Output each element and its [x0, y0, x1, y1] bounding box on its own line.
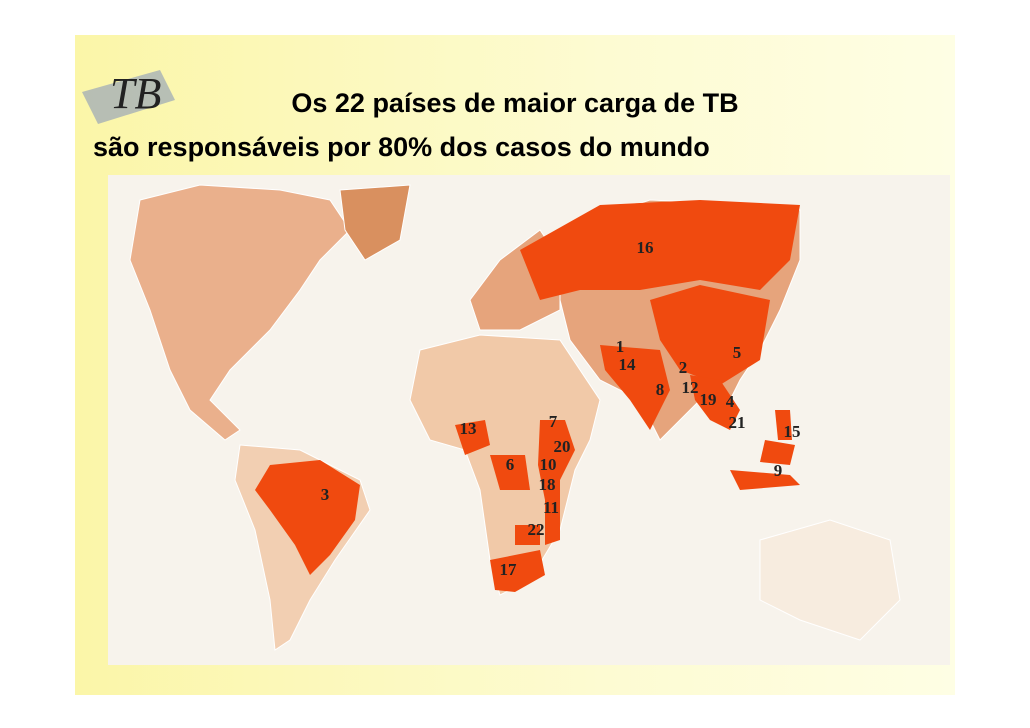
logo-text: TB [110, 69, 161, 118]
country-label: 17 [500, 560, 518, 579]
country-label: 7 [549, 412, 558, 431]
country-label: 11 [543, 498, 559, 517]
country-label: 15 [784, 422, 801, 441]
country-label: 16 [637, 238, 654, 257]
high-burden-countries [255, 200, 800, 592]
title-line-1: Os 22 países de maior carga de TB [291, 88, 738, 118]
country-label: 13 [460, 419, 477, 438]
country-label: 2 [679, 358, 688, 377]
country-label: 19 [700, 390, 717, 409]
country-label: 18 [539, 475, 556, 494]
country-label: 22 [528, 520, 545, 539]
country-label: 1 [616, 337, 625, 356]
country-label: 8 [656, 380, 665, 399]
country-label: 6 [506, 455, 515, 474]
country-label: 4 [726, 392, 735, 411]
country-label: 14 [619, 355, 637, 374]
country-label: 12 [682, 378, 699, 397]
country-label: 21 [729, 413, 746, 432]
country-label: 9 [774, 461, 783, 480]
country-label: 3 [321, 485, 330, 504]
logo: TB [82, 69, 175, 124]
title-line-2: são responsáveis por 80% dos casos do mu… [93, 132, 710, 162]
country-label: 5 [733, 343, 742, 362]
country-label: 20 [554, 437, 571, 456]
country-label: 10 [540, 455, 557, 474]
